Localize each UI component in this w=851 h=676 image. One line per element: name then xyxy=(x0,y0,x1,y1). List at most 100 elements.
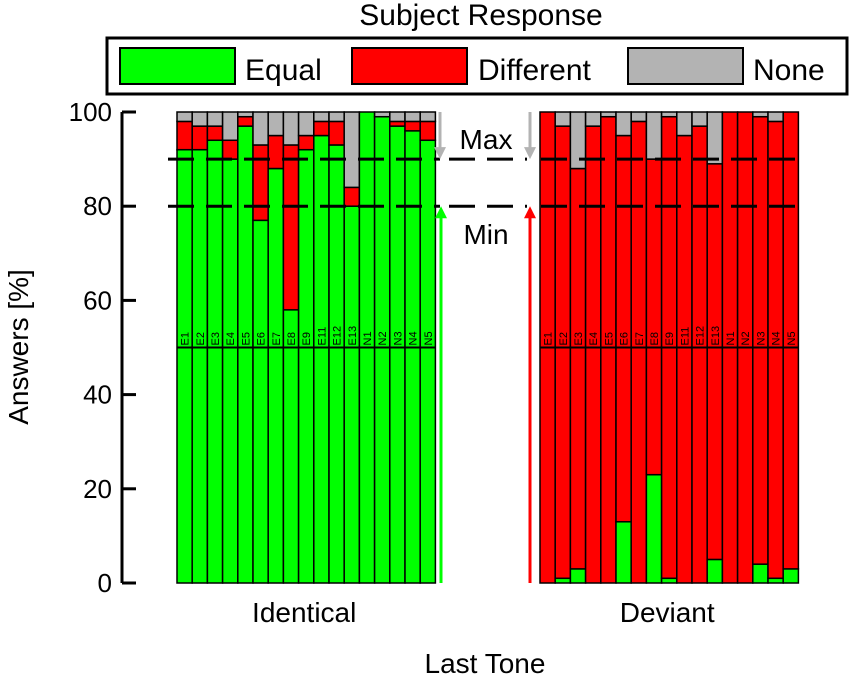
bar-identical-e7-equal xyxy=(267,167,285,584)
bar-deviant-n5-equal xyxy=(782,568,800,584)
bar-label: N2 xyxy=(377,331,389,345)
max-arrow-left-head xyxy=(434,147,446,160)
y-tick-label: 0 xyxy=(98,568,112,598)
bar-deviant-e9-none xyxy=(660,111,678,118)
bar-identical-e13-different xyxy=(343,186,361,207)
bar-deviant-e11-different xyxy=(676,134,693,584)
bar-identical-e6-equal xyxy=(252,219,269,584)
bar-identical-e4-equal xyxy=(221,158,239,584)
bar-deviant-e13-different xyxy=(706,163,724,561)
bar-deviant-e13-equal xyxy=(706,558,724,584)
bar-deviant-e2-none xyxy=(554,111,572,127)
bar-identical-e4-none xyxy=(221,111,239,142)
bar-identical-e1-none xyxy=(176,111,193,123)
min-arrow-green-head xyxy=(435,206,447,219)
bar-deviant-e3-different xyxy=(569,167,587,570)
bar-label: E1 xyxy=(543,332,555,345)
bar-identical-e9-different xyxy=(297,134,315,151)
bar-deviant-n4-different xyxy=(767,120,784,580)
bar-deviant-e13-none xyxy=(706,111,724,165)
category-label-deviant: Deviant xyxy=(620,597,715,628)
bar-identical-e8-none xyxy=(282,111,300,146)
bar-label: N5 xyxy=(786,331,798,345)
bar-identical-e12-none xyxy=(328,111,345,123)
bar-identical-e6-different xyxy=(252,144,269,222)
bar-deviant-e7-none xyxy=(630,111,648,123)
bar-label: N4 xyxy=(408,331,420,345)
bar-label: N5 xyxy=(423,331,435,345)
bar-label: N1 xyxy=(362,331,374,345)
bar-identical-e13-equal xyxy=(343,205,361,584)
category-labels: Identical Deviant xyxy=(252,597,715,628)
bar-label: E11 xyxy=(679,327,691,346)
bar-identical-n3-none xyxy=(389,111,406,123)
bar-deviant-e6-different xyxy=(615,134,632,523)
bar-identical-e4-different xyxy=(221,139,239,160)
bar-identical-e3-different xyxy=(206,125,224,142)
bar-identical-e5-different xyxy=(237,115,254,127)
bar-label: E3 xyxy=(573,332,585,345)
bar-label: E3 xyxy=(210,332,222,345)
bar-identical-e8-different xyxy=(282,144,300,311)
bar-label: E2 xyxy=(558,332,570,345)
y-tick-label: 60 xyxy=(83,285,112,315)
min-annotation: Min xyxy=(463,219,508,250)
legend-label-equal: Equal xyxy=(245,54,322,87)
bar-deviant-n5-different xyxy=(782,111,800,570)
bar-label: E1 xyxy=(180,332,192,345)
bar-label: E6 xyxy=(619,332,631,345)
category-label-identical: Identical xyxy=(252,597,356,628)
bar-label: E12 xyxy=(332,326,344,346)
bar-identical-e6-none xyxy=(252,111,269,146)
bar-label: E4 xyxy=(588,332,600,345)
y-tick-label: 80 xyxy=(83,191,112,221)
bar-label: N4 xyxy=(771,331,783,345)
bar-label: N3 xyxy=(755,331,767,345)
bar-identical-e1-different xyxy=(176,120,193,151)
bar-deviant-e6-none xyxy=(615,111,632,137)
bar-identical-e12-different xyxy=(328,120,345,146)
bar-label: E5 xyxy=(240,332,252,345)
bar-identical-e8-equal xyxy=(282,309,300,584)
bar-deviant-e12-none xyxy=(691,111,708,127)
x-axis-label: Last Tone xyxy=(425,648,546,676)
bar-label: E8 xyxy=(286,332,298,345)
bar-label: N1 xyxy=(725,331,737,345)
y-tick-label: 40 xyxy=(83,380,112,410)
bar-deviant-e12-different xyxy=(691,125,708,584)
bar-identical-n4-equal xyxy=(404,130,421,584)
bar-identical-e12-equal xyxy=(328,144,345,584)
y-tick-label: 20 xyxy=(83,474,112,504)
bar-identical-e11-different xyxy=(313,120,330,137)
y-axis-label: Answers [%] xyxy=(3,269,34,425)
legend-swatch-equal xyxy=(119,47,236,85)
bar-identical-e7-different xyxy=(267,134,285,170)
bar-label: E13 xyxy=(710,326,722,346)
bar-label: E12 xyxy=(695,326,707,346)
bar-identical-e2-none xyxy=(191,111,209,127)
bar-deviant-e6-equal xyxy=(615,521,632,584)
bar-deviant-n3-equal xyxy=(752,563,769,584)
bar-identical-e2-equal xyxy=(191,148,209,584)
bar-identical-e5-equal xyxy=(237,125,254,584)
bar-deviant-n4-none xyxy=(767,111,784,123)
bar-identical-e3-none xyxy=(206,111,224,127)
bar-deviant-e2-different xyxy=(554,125,572,580)
bar-identical-e5-none xyxy=(237,111,254,118)
bar-label: E6 xyxy=(256,332,268,345)
bar-identical-n5-different xyxy=(419,120,437,142)
bar-label: E11 xyxy=(316,327,328,346)
bar-label: N3 xyxy=(392,331,404,345)
bar-identical-n4-none xyxy=(404,111,421,123)
legend-swatch-none xyxy=(627,47,744,85)
bar-identical-e7-none xyxy=(267,111,285,137)
bar-identical-e11-none xyxy=(313,111,330,123)
bar-label: E7 xyxy=(634,332,646,345)
max-annotation: Max xyxy=(460,124,513,155)
legend-label-none: None xyxy=(753,54,825,87)
bar-deviant-e8-equal xyxy=(645,473,663,584)
bar-deviant-e8-none xyxy=(645,111,663,160)
bar-deviant-e11-none xyxy=(676,111,693,137)
bar-deviant-e4-different xyxy=(584,125,602,584)
